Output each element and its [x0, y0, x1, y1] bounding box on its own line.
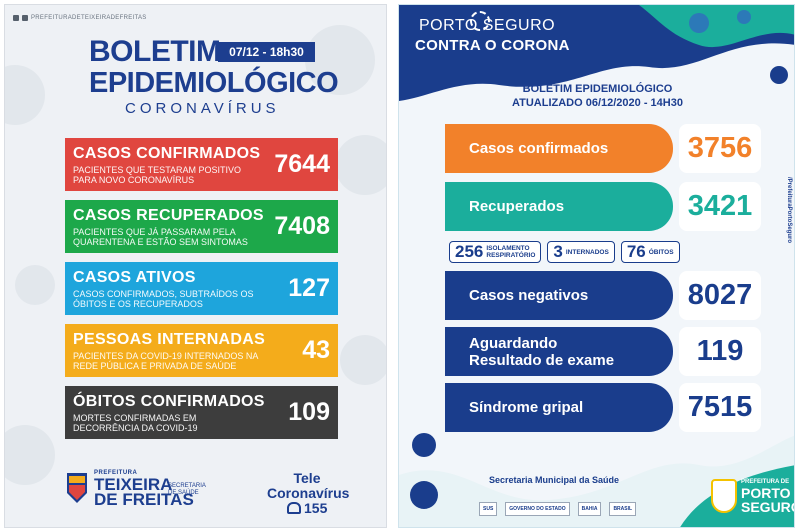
row-label-line1: Aguardando [469, 334, 558, 352]
footer-secretaria: SECRETARIA DE SAÚDE [168, 483, 206, 496]
virus-decoration-icon [305, 25, 375, 95]
confirmed-cases-card: CASOS CONFIRMADOS PACIENTES QUE TESTARAM… [65, 138, 338, 191]
teixeira-bulletin-panel: PREFEITURADETEIXEIRADEFREITAS BOLETIM 07… [4, 4, 387, 528]
footer-city-line1: TEIXEIRA [94, 475, 173, 494]
sun-logo-icon [470, 11, 490, 31]
tele-line1: Tele [293, 470, 321, 486]
row-label: Síndrome gripal [445, 383, 673, 432]
bulletin-title: BOLETIM EPIDEMIOLÓGICO [522, 83, 673, 95]
row-value: 3756 [679, 124, 761, 173]
mini-label-line2: RESPIRATÓRIO [486, 252, 536, 259]
tele-line2: Coronavírus [267, 485, 350, 501]
footer-secretaria: Secretaria Municipal da Saúde [489, 475, 620, 485]
row-value: 119 [679, 327, 761, 376]
recovered-cases-card: CASOS RECUPERADOS PACIENTES QUE JÁ PASSA… [65, 200, 338, 253]
active-cases-card: CASOS ATIVOS CASOS CONFIRMADOS, SUBTRAÍD… [65, 262, 338, 315]
bulletin-title-line1: BOLETIM [89, 35, 221, 68]
hospitalized-count: 3 INTERNADOS [547, 241, 615, 263]
bulletin-updated: ATUALIZADO 06/12/2020 - 14H30 [512, 97, 683, 109]
row-label: Aguardando Resultado de exame [445, 327, 673, 376]
card-description: PACIENTES QUE TESTARAM POSITIVO PARA NOV… [73, 165, 242, 185]
card-title: CASOS ATIVOS [73, 269, 196, 286]
bulletin-subtitle: CORONAVÍRUS [125, 100, 280, 117]
row-label: Casos confirmados [445, 124, 673, 173]
virus-decoration-icon [335, 135, 386, 195]
card-title: CASOS RECUPERADOS [73, 207, 264, 224]
card-description: PACIENTES DA COVID-19 INTERNADOS NA REDE… [73, 351, 258, 371]
card-title: ÓBITOS CONFIRMADOS [73, 393, 265, 410]
instagram-icon [22, 15, 28, 21]
mini-value: 76 [626, 242, 646, 261]
mini-label-line1: ISOLAMENTO [486, 245, 530, 252]
row-value: 8027 [679, 271, 761, 320]
isolation-count: 256 ISOLAMENTO RESPIRATÓRIO [449, 241, 542, 263]
teixeira-crest-icon [67, 473, 87, 503]
deaths-count: 76 ÓBITOS [620, 241, 680, 263]
porto-seguro-bulletin-panel: PORTO SEGURO CONTRA O CORONA BOLETIM EPI… [398, 4, 795, 528]
social-handle-text: PREFEITURADETEIXEIRADEFREITAS [31, 15, 147, 21]
brasil-logo: BRASIL [609, 502, 637, 516]
bahia-logo: BAHIA [577, 502, 602, 516]
tele-coronavirus: Tele Coronavírus [267, 470, 350, 501]
card-title: CASOS CONFIRMADOS [73, 145, 261, 162]
footer-pref-line2: SEGURO [741, 499, 794, 515]
card-description: CASOS CONFIRMADOS, SUBTRAÍDOS OS ÓBITOS … [73, 289, 254, 309]
status-mini-row: 256 ISOLAMENTO RESPIRATÓRIO 3 INTERNADOS… [449, 241, 680, 263]
porto-seguro-crest-icon [711, 479, 737, 513]
header-wave-decoration [399, 5, 794, 101]
social-handle: PREFEITURADETEIXEIRADEFREITAS [13, 15, 147, 21]
virus-decoration-icon [5, 65, 45, 125]
footer-pref-line1: PORTO [741, 485, 791, 501]
row-label: Recuperados [445, 182, 673, 231]
footer-prefeitura: PREFEITURA [94, 470, 138, 476]
card-title: PESSOAS INTERNADAS [73, 331, 266, 348]
row-label: Casos negativos [445, 271, 673, 320]
mini-label: ÓBITOS [648, 248, 674, 256]
card-value: 43 [302, 336, 330, 364]
card-value: 7408 [274, 212, 330, 240]
card-value: 127 [288, 274, 330, 302]
virus-decoration-icon [15, 265, 55, 305]
governo-estado-logo: GOVERNO DO ESTADO [505, 502, 570, 516]
virus-decoration-icon [5, 425, 55, 485]
tele-phone: 155 [287, 500, 327, 516]
mini-label: ISOLAMENTO RESPIRATÓRIO [486, 245, 535, 259]
card-description: PACIENTES QUE JÁ PASSARAM PELA QUARENTEN… [73, 227, 248, 247]
card-value: 109 [288, 398, 330, 426]
brand-line2: CONTRA O CORONA [415, 37, 570, 54]
sus-logo: SUS [479, 502, 498, 516]
side-social-handle: /PrefeituraPortoSeguro [786, 177, 792, 244]
mini-label: INTERNADOS [565, 248, 609, 256]
facebook-icon [13, 15, 19, 21]
row-value: 7515 [679, 383, 761, 432]
hospitalized-card: PESSOAS INTERNADAS PACIENTES DA COVID-19… [65, 324, 338, 377]
footer-wave-decoration [399, 433, 794, 527]
deaths-card: ÓBITOS CONFIRMADOS MORTES CONFIRMADAS EM… [65, 386, 338, 439]
brand-line1: PORTO SEGURO [419, 17, 556, 34]
mini-value: 3 [553, 242, 563, 261]
bulletin-date: 07/12 - 18h30 [218, 42, 315, 62]
phone-icon [287, 502, 301, 514]
row-value: 3421 [679, 182, 761, 231]
partner-logos: SUS GOVERNO DO ESTADO BAHIA BRASIL [479, 502, 637, 516]
tele-number: 155 [304, 500, 328, 516]
row-label-line2: Resultado de exame [469, 351, 615, 369]
footer-city-line2: DE FREITAS [94, 490, 194, 509]
mini-value: 256 [455, 242, 484, 261]
card-description: MORTES CONFIRMADAS EM DECORRÊNCIA DA COV… [73, 413, 198, 433]
card-value: 7644 [274, 150, 330, 178]
footer-pref-small: PREFEITURA DE [741, 479, 790, 485]
virus-decoration-icon [340, 335, 386, 385]
bulletin-title-line2: EPIDEMIOLÓGICO [89, 67, 339, 99]
